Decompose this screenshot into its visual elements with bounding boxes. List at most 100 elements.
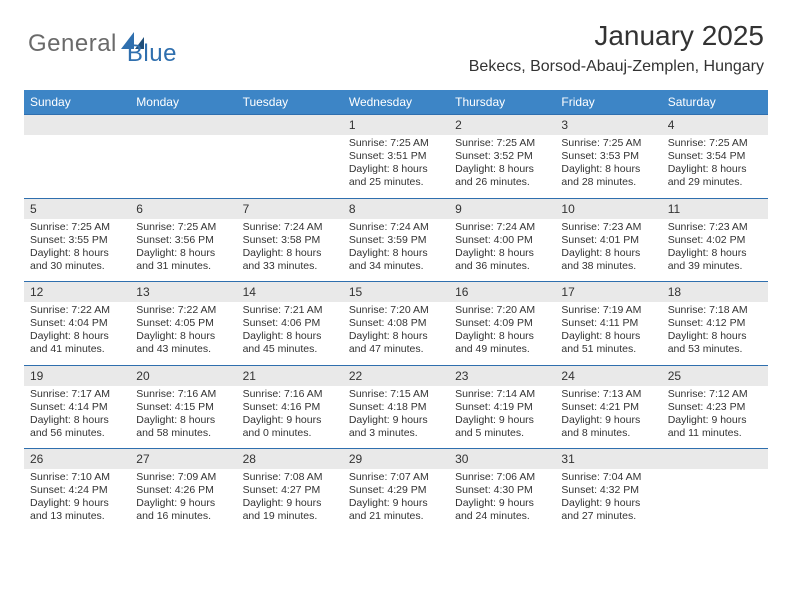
sunset-text: Sunset: 4:30 PM: [455, 484, 549, 497]
day-number: 29: [343, 449, 449, 469]
weekday-header-row: Sunday Monday Tuesday Wednesday Thursday…: [24, 90, 768, 115]
day-details: Sunrise: 7:09 AMSunset: 4:26 PMDaylight:…: [130, 469, 236, 532]
daylight-text-2: and 56 minutes.: [30, 427, 124, 440]
daylight-text: Daylight: 8 hours: [455, 247, 549, 260]
calendar-table: Sunday Monday Tuesday Wednesday Thursday…: [24, 90, 768, 532]
sunrise-text: Sunrise: 7:14 AM: [455, 388, 549, 401]
daylight-text-2: and 21 minutes.: [349, 510, 443, 523]
col-wednesday: Wednesday: [343, 90, 449, 115]
day-number: 6: [130, 199, 236, 219]
day-details: Sunrise: 7:16 AMSunset: 4:15 PMDaylight:…: [130, 386, 236, 449]
daylight-text: Daylight: 8 hours: [668, 163, 762, 176]
sunrise-text: Sunrise: 7:25 AM: [668, 137, 762, 150]
daylight-text: Daylight: 8 hours: [349, 247, 443, 260]
sunrise-text: Sunrise: 7:21 AM: [243, 304, 337, 317]
day-details: Sunrise: 7:16 AMSunset: 4:16 PMDaylight:…: [237, 386, 343, 449]
day-details: Sunrise: 7:15 AMSunset: 4:18 PMDaylight:…: [343, 386, 449, 449]
sunset-text: Sunset: 4:27 PM: [243, 484, 337, 497]
day-details: Sunrise: 7:25 AMSunset: 3:52 PMDaylight:…: [449, 135, 555, 198]
daylight-text-2: and 39 minutes.: [668, 260, 762, 273]
day-number: 17: [555, 282, 661, 302]
daylight-text-2: and 24 minutes.: [455, 510, 549, 523]
day-details: Sunrise: 7:07 AMSunset: 4:29 PMDaylight:…: [343, 469, 449, 532]
daylight-text: Daylight: 8 hours: [561, 163, 655, 176]
day-number: 31: [555, 449, 661, 469]
day-details: Sunrise: 7:24 AMSunset: 3:59 PMDaylight:…: [343, 219, 449, 282]
day-number: 7: [237, 199, 343, 219]
day-details: Sunrise: 7:21 AMSunset: 4:06 PMDaylight:…: [237, 302, 343, 365]
sunset-text: Sunset: 3:56 PM: [136, 234, 230, 247]
sunrise-text: Sunrise: 7:24 AM: [455, 221, 549, 234]
daylight-text: Daylight: 9 hours: [30, 497, 124, 510]
day-number: 25: [662, 366, 768, 386]
sunset-text: Sunset: 3:58 PM: [243, 234, 337, 247]
day-number: 12: [24, 282, 130, 302]
daylight-text-2: and 43 minutes.: [136, 343, 230, 356]
week-daynum-row: 567891011: [24, 198, 768, 219]
day-number: 20: [130, 366, 236, 386]
sunset-text: Sunset: 3:54 PM: [668, 150, 762, 163]
week-daynum-row: 19202122232425: [24, 365, 768, 386]
sunset-text: Sunset: 3:59 PM: [349, 234, 443, 247]
day-details: [24, 135, 130, 197]
day-details: Sunrise: 7:25 AMSunset: 3:53 PMDaylight:…: [555, 135, 661, 198]
day-number: 24: [555, 366, 661, 386]
day-number: 5: [24, 199, 130, 219]
daylight-text-2: and 0 minutes.: [243, 427, 337, 440]
week-daynum-row: 1234: [24, 115, 768, 136]
sunrise-text: Sunrise: 7:24 AM: [243, 221, 337, 234]
daylight-text-2: and 58 minutes.: [136, 427, 230, 440]
sunrise-text: Sunrise: 7:25 AM: [455, 137, 549, 150]
daylight-text: Daylight: 8 hours: [561, 247, 655, 260]
daylight-text: Daylight: 9 hours: [561, 497, 655, 510]
day-details: Sunrise: 7:04 AMSunset: 4:32 PMDaylight:…: [555, 469, 661, 532]
day-details: Sunrise: 7:23 AMSunset: 4:02 PMDaylight:…: [662, 219, 768, 282]
sunrise-text: Sunrise: 7:20 AM: [349, 304, 443, 317]
day-details: Sunrise: 7:24 AMSunset: 4:00 PMDaylight:…: [449, 219, 555, 282]
daylight-text: Daylight: 8 hours: [136, 247, 230, 260]
sunset-text: Sunset: 4:11 PM: [561, 317, 655, 330]
daylight-text: Daylight: 8 hours: [243, 247, 337, 260]
sunrise-text: Sunrise: 7:06 AM: [455, 471, 549, 484]
sunrise-text: Sunrise: 7:20 AM: [455, 304, 549, 317]
sunset-text: Sunset: 4:26 PM: [136, 484, 230, 497]
sunset-text: Sunset: 4:06 PM: [243, 317, 337, 330]
day-number: 16: [449, 282, 555, 302]
daylight-text-2: and 53 minutes.: [668, 343, 762, 356]
day-details: Sunrise: 7:25 AMSunset: 3:56 PMDaylight:…: [130, 219, 236, 282]
daylight-text-2: and 29 minutes.: [668, 176, 762, 189]
day-number: 8: [343, 199, 449, 219]
title-block: January 2025 Bekecs, Borsod-Abauj-Zemple…: [469, 20, 764, 76]
daylight-text: Daylight: 8 hours: [561, 330, 655, 343]
sunset-text: Sunset: 3:52 PM: [455, 150, 549, 163]
week-details-row: Sunrise: 7:22 AMSunset: 4:04 PMDaylight:…: [24, 302, 768, 365]
sunrise-text: Sunrise: 7:09 AM: [136, 471, 230, 484]
daylight-text: Daylight: 8 hours: [455, 163, 549, 176]
daylight-text-2: and 31 minutes.: [136, 260, 230, 273]
week-details-row: Sunrise: 7:25 AMSunset: 3:51 PMDaylight:…: [24, 135, 768, 198]
sunrise-text: Sunrise: 7:17 AM: [30, 388, 124, 401]
day-details: Sunrise: 7:06 AMSunset: 4:30 PMDaylight:…: [449, 469, 555, 532]
daylight-text-2: and 41 minutes.: [30, 343, 124, 356]
sunrise-text: Sunrise: 7:25 AM: [561, 137, 655, 150]
daylight-text-2: and 13 minutes.: [30, 510, 124, 523]
daylight-text: Daylight: 8 hours: [30, 414, 124, 427]
day-number: 18: [662, 282, 768, 302]
daylight-text-2: and 8 minutes.: [561, 427, 655, 440]
day-number: 4: [662, 115, 768, 135]
daylight-text: Daylight: 9 hours: [561, 414, 655, 427]
day-details: Sunrise: 7:25 AMSunset: 3:54 PMDaylight:…: [662, 135, 768, 198]
col-sunday: Sunday: [24, 90, 130, 115]
sunset-text: Sunset: 3:53 PM: [561, 150, 655, 163]
sunrise-text: Sunrise: 7:15 AM: [349, 388, 443, 401]
sunset-text: Sunset: 4:08 PM: [349, 317, 443, 330]
week-daynum-row: 12131415161718: [24, 282, 768, 303]
sunset-text: Sunset: 4:29 PM: [349, 484, 443, 497]
col-saturday: Saturday: [662, 90, 768, 115]
daylight-text-2: and 38 minutes.: [561, 260, 655, 273]
daylight-text-2: and 33 minutes.: [243, 260, 337, 273]
daylight-text: Daylight: 8 hours: [243, 330, 337, 343]
daylight-text-2: and 19 minutes.: [243, 510, 337, 523]
day-number: [130, 115, 236, 133]
day-details: Sunrise: 7:08 AMSunset: 4:27 PMDaylight:…: [237, 469, 343, 532]
